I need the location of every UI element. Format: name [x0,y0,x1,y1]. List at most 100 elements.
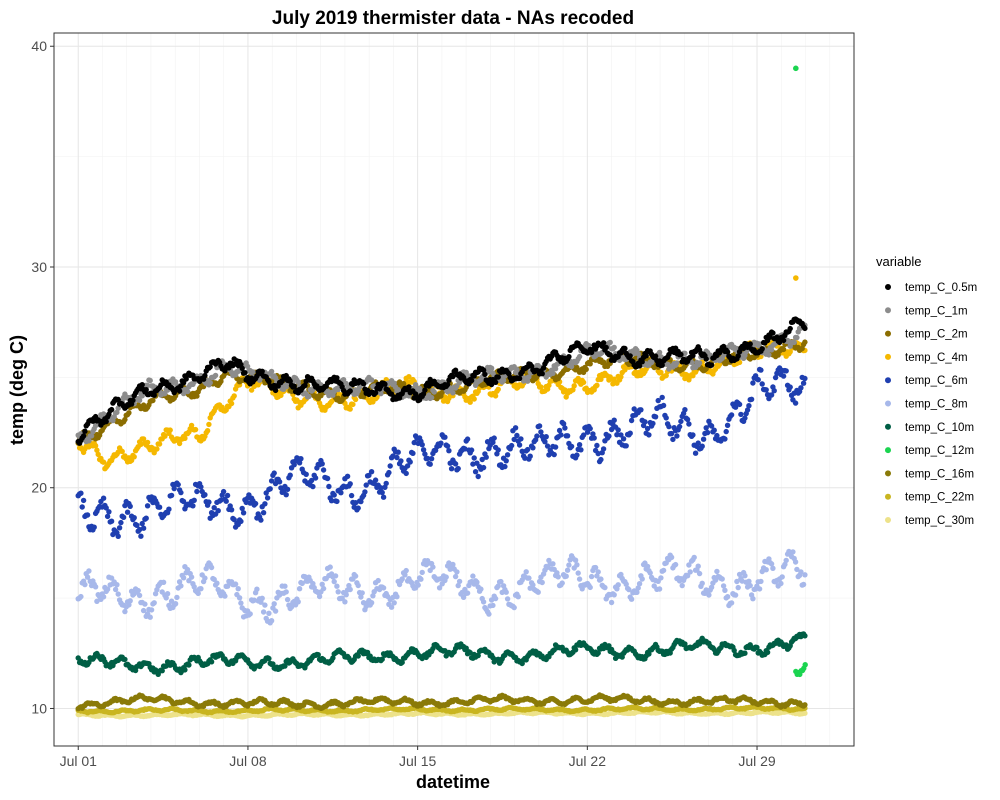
point [670,436,676,443]
point [95,451,101,458]
point [84,574,91,580]
point [722,436,728,442]
point [498,578,504,585]
point [526,374,532,380]
point [100,594,107,600]
point [736,401,743,408]
point [310,483,316,490]
point [716,361,723,368]
point [691,554,697,561]
point [534,433,540,439]
point [504,452,511,458]
point [495,386,501,392]
point [134,522,140,528]
point [283,384,289,390]
point [742,573,748,579]
point [162,433,168,439]
point [192,426,199,433]
point [608,426,615,433]
point [150,397,156,404]
point [442,434,448,440]
point [238,600,244,606]
point [623,581,629,587]
point [228,507,235,513]
point [355,653,361,659]
point [387,463,393,469]
point [802,375,808,382]
point [214,580,220,586]
point [644,425,651,432]
point [475,473,481,480]
point [607,339,613,346]
point [566,562,572,568]
point [231,393,237,399]
point [211,576,217,583]
point [550,370,556,376]
point [658,369,664,376]
point [682,407,688,413]
point [283,589,289,595]
point [168,492,175,499]
point [379,656,385,662]
point [180,498,187,505]
point [94,447,100,453]
point [452,573,459,580]
point [296,586,303,592]
point [122,416,128,423]
point [296,460,303,466]
point [331,492,337,498]
point [560,421,567,427]
point [768,347,775,353]
point [126,410,132,416]
point [798,385,804,391]
point [772,374,779,381]
point [244,363,251,370]
point [656,349,663,356]
point [228,400,235,407]
point [488,365,495,371]
point [768,561,775,567]
point [699,580,705,586]
point [606,643,612,649]
point [108,575,115,581]
point [406,374,412,380]
series-temp_C_16m [75,692,808,712]
point [732,592,739,598]
point [583,366,589,372]
point [655,397,661,404]
point [519,448,525,454]
point [800,581,807,588]
point [394,594,400,600]
point [204,428,211,434]
point [312,475,319,481]
point [154,446,160,452]
point [455,582,461,589]
point [508,442,515,449]
point [308,477,315,484]
point [628,596,635,602]
point [138,533,144,539]
point [564,433,571,439]
point [206,499,212,505]
point [684,416,691,423]
point [126,602,132,608]
point [299,580,305,587]
point [480,464,487,471]
point [366,472,372,479]
point [735,584,741,591]
point [692,450,699,456]
point [240,510,247,516]
point [106,509,112,515]
point [236,595,243,601]
point [571,383,577,389]
point [650,420,656,427]
point [771,388,777,394]
point [695,440,701,446]
point [780,346,787,353]
point [194,393,200,399]
point [695,563,701,569]
point [470,573,476,579]
point [696,360,703,366]
point [770,565,776,571]
point [802,662,808,668]
